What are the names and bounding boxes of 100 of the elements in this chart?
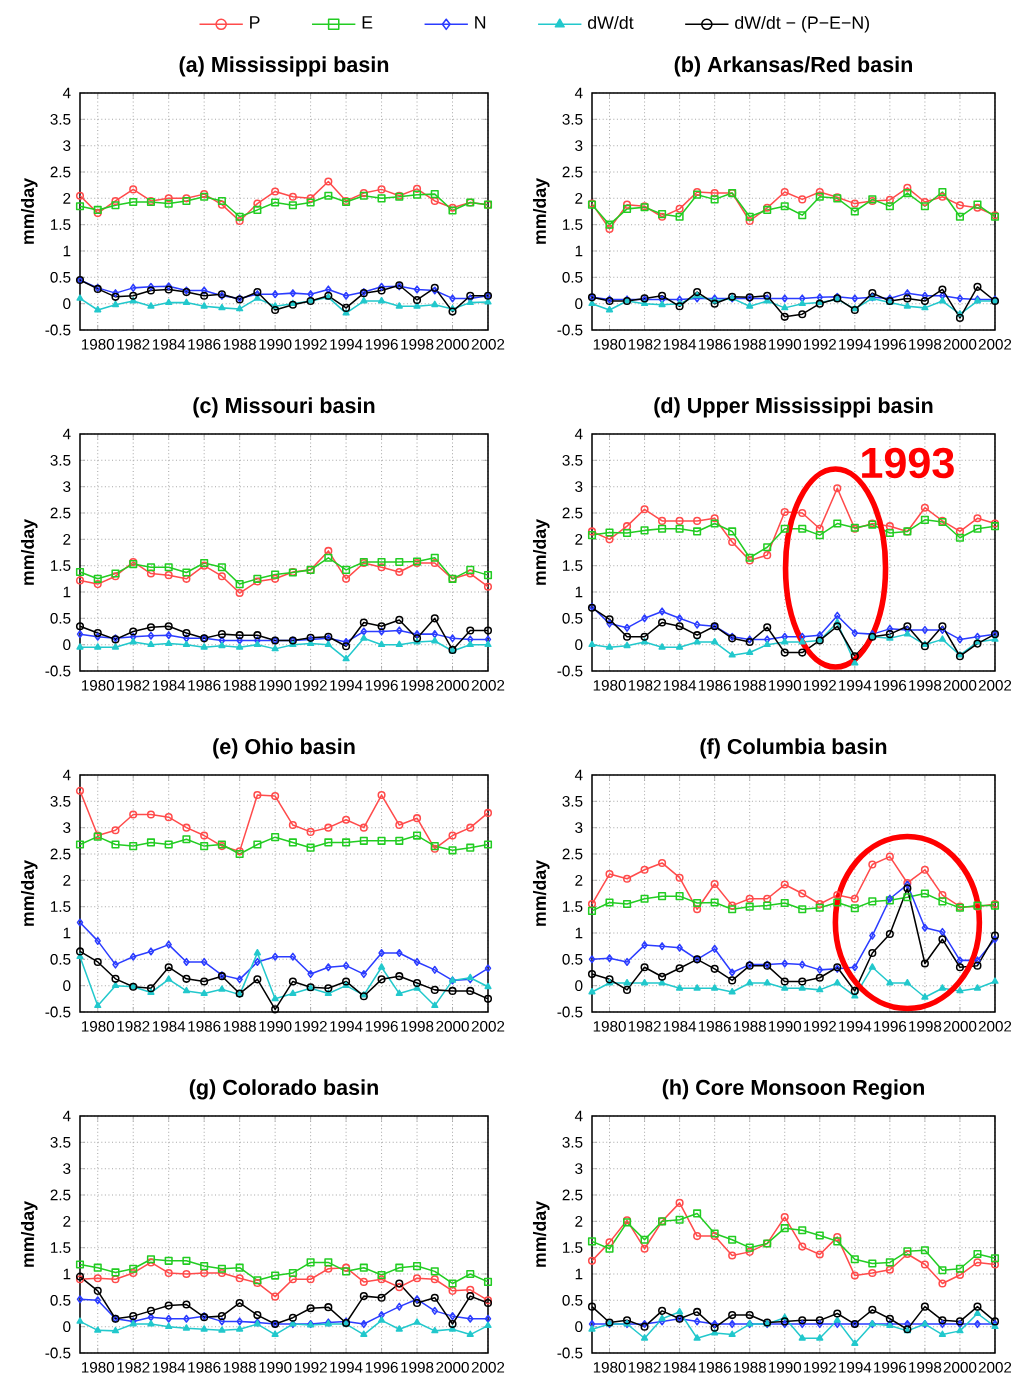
x-tick-label: 1998 xyxy=(401,1020,434,1032)
x-tick-label: 1988 xyxy=(733,338,766,350)
y-tick-label: 2 xyxy=(63,875,71,886)
x-tick-label: 2000 xyxy=(943,1361,977,1373)
x-tick-label: 1996 xyxy=(874,338,907,350)
annotation: 1993 xyxy=(862,447,954,479)
y-tick-label: 2.5 xyxy=(50,848,71,860)
y-tick-label: 1 xyxy=(63,586,71,598)
y-tick-label: 1 xyxy=(63,245,71,257)
x-tick-label: 1994 xyxy=(330,1361,363,1373)
y-axis-title: mm/day xyxy=(532,1201,550,1267)
y-tick-label: 0.5 xyxy=(50,953,71,965)
y-axis-title: mm/day xyxy=(532,178,550,244)
y-tick-label: 2 xyxy=(63,1216,71,1227)
y-tick-label: 3 xyxy=(575,140,583,152)
x-tick-label: 1998 xyxy=(401,679,434,691)
x-tick-label: 1992 xyxy=(803,338,836,350)
y-axis-title: mm/day xyxy=(20,519,38,585)
chart-title: (f) Columbia basin xyxy=(700,738,887,759)
x-tick-label: 2002 xyxy=(471,1020,505,1032)
y-tick-label: 0.5 xyxy=(50,271,71,283)
legend-label: N xyxy=(475,16,486,29)
x-tick-label: 1982 xyxy=(117,338,150,350)
y-tick-label: 3 xyxy=(575,481,583,493)
y-tick-label: -0.5 xyxy=(45,665,71,677)
y-tick-label: 0 xyxy=(575,980,583,992)
legend-label: dW/dt xyxy=(588,15,634,29)
y-tick-label: -0.5 xyxy=(557,1347,583,1359)
y-tick-label: 1 xyxy=(575,245,583,257)
x-tick-label: 1996 xyxy=(365,338,398,350)
x-tick-label: 1990 xyxy=(259,1020,292,1032)
chart-title: (a) Mississippi basin xyxy=(179,56,389,77)
y-tick-label: 3.5 xyxy=(50,795,71,807)
x-tick-label: 1994 xyxy=(839,1020,872,1032)
x-tick-label: 1992 xyxy=(294,1020,327,1032)
x-tick-label: 1988 xyxy=(223,338,256,350)
x-tick-label: 1998 xyxy=(909,1020,942,1032)
y-tick-label: 1 xyxy=(575,927,583,939)
x-tick-label: 2000 xyxy=(436,1020,469,1032)
y-tick-label: 1 xyxy=(575,586,583,598)
y-tick-label: -0.5 xyxy=(45,324,71,336)
y-tick-label: 3 xyxy=(63,822,71,834)
x-tick-label: 2000 xyxy=(943,679,977,691)
y-tick-label: 3.5 xyxy=(50,113,71,125)
x-tick-label: 1982 xyxy=(628,338,661,350)
x-tick-label: 2002 xyxy=(978,338,1011,350)
x-tick-label: 1986 xyxy=(188,679,221,691)
y-tick-label: -0.5 xyxy=(557,665,583,677)
y-tick-label: 4 xyxy=(62,1110,71,1122)
y-tick-label: 2.5 xyxy=(50,1189,71,1201)
y-tick-label: 2.5 xyxy=(562,848,583,860)
y-tick-label: 0 xyxy=(63,639,71,651)
y-tick-label: 4 xyxy=(574,87,583,99)
y-tick-label: 2 xyxy=(63,534,71,545)
chart-title: (d) Upper Mississippi basin xyxy=(654,397,933,418)
x-tick-label: 1980 xyxy=(593,679,626,691)
x-tick-label: 1984 xyxy=(152,679,186,691)
x-tick-label: 1986 xyxy=(188,1020,221,1032)
x-tick-label: 1994 xyxy=(330,679,363,691)
y-tick-label: 0 xyxy=(63,1321,71,1333)
x-tick-label: 1992 xyxy=(803,679,836,691)
x-tick-label: 1982 xyxy=(628,679,661,691)
y-tick-label: 0.5 xyxy=(50,612,71,624)
legend-label: dW/dt − (P−E−N) xyxy=(735,15,869,33)
y-tick-label: 1.5 xyxy=(51,219,71,230)
y-tick-label: 0 xyxy=(575,1321,583,1333)
legend-label: P xyxy=(250,16,260,29)
x-tick-label: 2000 xyxy=(436,679,469,691)
y-tick-label: 4 xyxy=(574,1110,583,1122)
x-tick-label: 2000 xyxy=(436,338,469,350)
x-tick-label: 2002 xyxy=(471,1361,505,1373)
x-tick-label: 1992 xyxy=(803,1020,836,1032)
y-tick-label: 0.5 xyxy=(562,1294,583,1306)
x-tick-label: 1996 xyxy=(365,1020,398,1032)
x-tick-label: 2002 xyxy=(978,1361,1011,1373)
y-tick-label: 0.5 xyxy=(562,612,583,624)
x-tick-label: 1996 xyxy=(365,679,398,691)
x-tick-label: 1994 xyxy=(839,1361,872,1373)
y-tick-label: 0.5 xyxy=(562,271,583,283)
x-tick-label: 1982 xyxy=(628,1361,661,1373)
y-tick-label: 2 xyxy=(575,193,583,204)
chart-title: (g) Colorado basin xyxy=(189,1079,378,1100)
x-tick-label: 1988 xyxy=(223,1020,256,1032)
x-tick-label: 1996 xyxy=(365,1361,398,1373)
x-tick-label: 1980 xyxy=(81,679,115,691)
x-tick-label: 1994 xyxy=(839,338,872,350)
x-tick-label: 1980 xyxy=(593,338,626,350)
x-tick-label: 1990 xyxy=(259,338,292,350)
x-tick-label: 1988 xyxy=(223,679,256,691)
x-tick-label: 1986 xyxy=(188,338,221,350)
x-tick-label: 1992 xyxy=(294,679,327,691)
x-tick-label: 1996 xyxy=(874,1020,907,1032)
x-tick-label: 1980 xyxy=(593,1361,626,1373)
y-tick-label: 3 xyxy=(575,822,583,834)
x-tick-label: 1996 xyxy=(874,679,907,691)
y-tick-label: 1 xyxy=(63,1268,71,1280)
chart-title: (e) Ohio basin xyxy=(213,738,355,759)
x-tick-label: 1980 xyxy=(81,1361,115,1373)
x-tick-label: 1982 xyxy=(117,1020,150,1032)
y-axis-title: mm/day xyxy=(532,519,550,585)
